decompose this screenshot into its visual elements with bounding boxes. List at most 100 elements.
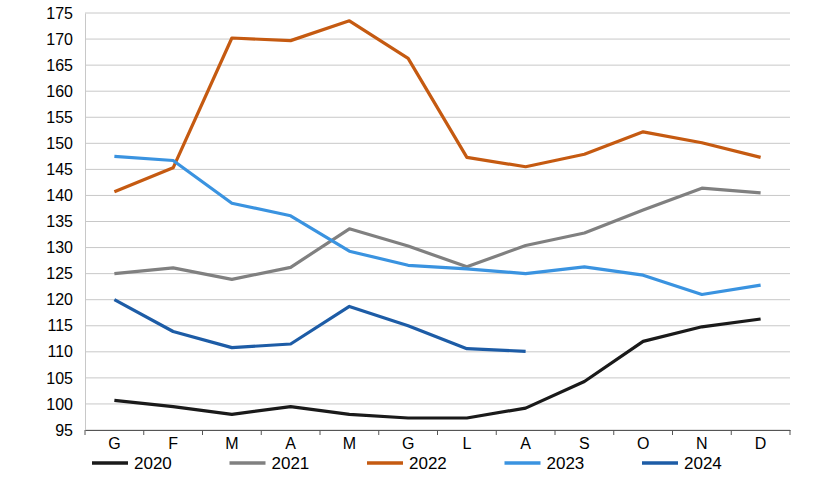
y-tick-label: 125 — [46, 265, 73, 282]
x-tick: G — [402, 430, 414, 452]
y-tick: 110 — [47, 343, 85, 360]
x-tick: G — [108, 430, 120, 452]
legend-item: 2020 — [92, 454, 172, 473]
x-separator — [437, 430, 438, 435]
legend-label: 2024 — [684, 454, 722, 473]
y-tick: 135 — [46, 213, 85, 230]
grid-line — [85, 65, 790, 66]
x-tick-label: M — [343, 435, 356, 452]
x-tick-label: A — [285, 435, 296, 452]
grid-line — [85, 403, 790, 404]
legend-item: 2022 — [367, 454, 447, 473]
grid-line — [85, 143, 790, 144]
x-tick-label: N — [696, 435, 708, 452]
x-tick: M — [343, 430, 356, 452]
x-tick: A — [285, 430, 296, 452]
y-tick: 160 — [46, 83, 85, 100]
chart: 95 100 105 110 115 120 125 130 135 140 145 150 155 16… — [0, 0, 820, 495]
x-tick-label: F — [168, 435, 178, 452]
x-tick: D — [755, 430, 767, 452]
grid-line — [85, 377, 790, 378]
legend: 2020 2021 2022 2023 2024 — [92, 454, 722, 473]
series-lines — [114, 21, 760, 418]
x-tick-label: O — [637, 435, 649, 452]
grid-line — [85, 247, 790, 248]
x-separator — [143, 430, 144, 435]
y-tick: 100 — [46, 396, 85, 413]
grid — [85, 13, 790, 430]
y-tick-label: 130 — [46, 239, 73, 256]
x-separator — [496, 430, 497, 435]
series-line — [114, 21, 760, 192]
grid-line — [85, 169, 790, 170]
x-tick-label: S — [579, 435, 590, 452]
series-line — [114, 319, 760, 418]
x-separator — [672, 430, 673, 435]
y-tick-label: 160 — [46, 83, 73, 100]
legend-item: 2024 — [642, 454, 722, 473]
legend-swatch — [642, 461, 678, 465]
legend-swatch — [505, 461, 541, 465]
x-tick-label: D — [755, 435, 767, 452]
y-tick: 145 — [46, 161, 85, 178]
legend-swatch — [367, 461, 403, 465]
x-separator — [378, 430, 379, 435]
y-tick-label: 165 — [46, 57, 73, 74]
y-tick-label: 150 — [46, 135, 73, 152]
grid-line — [85, 325, 790, 326]
x-tick: M — [225, 430, 238, 452]
y-tick: 140 — [46, 187, 85, 204]
y-tick-label: 110 — [47, 343, 73, 360]
y-tick-label: 170 — [46, 31, 73, 48]
x-separator — [790, 430, 791, 435]
y-tick: 155 — [46, 109, 85, 126]
y-tick: 150 — [46, 135, 85, 152]
x-tick: N — [696, 430, 708, 452]
x-separator — [85, 430, 86, 435]
legend-item: 2021 — [230, 454, 310, 473]
y-tick-label: 95 — [55, 422, 73, 439]
y-tick-label: 120 — [46, 291, 73, 308]
x-tick: L — [462, 430, 471, 452]
grid-line — [85, 273, 790, 274]
y-tick: 125 — [46, 265, 85, 282]
y-tick: 95 — [55, 422, 85, 439]
legend-swatch — [92, 461, 128, 465]
y-tick-label: 105 — [46, 369, 73, 386]
x-tick: A — [520, 430, 531, 452]
x-tick-label: G — [108, 435, 120, 452]
legend-item: 2023 — [505, 454, 585, 473]
y-tick: 115 — [47, 317, 85, 334]
legend-label: 2023 — [547, 454, 585, 473]
x-separator — [202, 430, 203, 435]
x-tick: S — [579, 430, 590, 452]
x-tick: O — [637, 430, 649, 452]
x-tick: F — [168, 430, 178, 452]
series-line — [114, 156, 760, 294]
grid-line — [85, 13, 790, 14]
y-tick: 105 — [46, 369, 85, 386]
grid-line — [85, 39, 790, 40]
y-tick: 130 — [46, 239, 85, 256]
x-separator — [320, 430, 321, 435]
grid-line — [85, 221, 790, 222]
y-tick-label: 115 — [47, 317, 73, 334]
x-separator — [555, 430, 556, 435]
x-tick-label: M — [225, 435, 238, 452]
grid-line — [85, 299, 790, 300]
x-axis: GFMAMGLASOND — [86, 430, 791, 452]
y-tick: 120 — [46, 291, 85, 308]
x-tick-label: L — [462, 435, 471, 452]
y-tick-label: 100 — [46, 396, 73, 413]
y-tick-label: 140 — [46, 187, 73, 204]
grid-line — [85, 351, 790, 352]
plot: 95 100 105 110 115 120 125 130 135 140 145 150 155 16… — [46, 5, 790, 453]
y-tick: 170 — [46, 31, 85, 48]
y-tick-label: 155 — [46, 109, 73, 126]
y-tick-label: 145 — [46, 161, 73, 178]
y-tick-label: 175 — [46, 5, 73, 22]
grid-line — [85, 91, 790, 92]
legend-label: 2022 — [409, 454, 447, 473]
legend-swatch — [230, 461, 266, 465]
legend-label: 2020 — [134, 454, 172, 473]
